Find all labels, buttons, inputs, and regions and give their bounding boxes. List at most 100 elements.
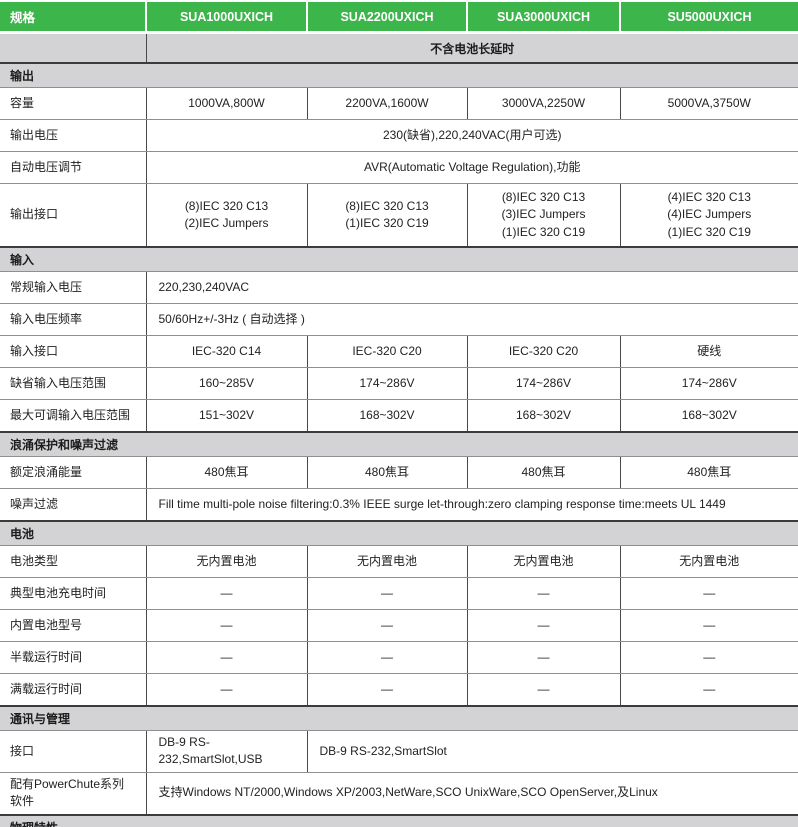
spec-value: — [146, 577, 308, 610]
header-spec-label: 规格 [0, 2, 147, 34]
spec-label: 配有PowerChute系列 软件 [0, 772, 147, 816]
spec-value: 无内置电池 [146, 545, 308, 578]
spec-value: IEC-320 C20 [307, 335, 468, 368]
spec-value: — [620, 609, 798, 642]
spec-label: 噪声过滤 [0, 488, 147, 522]
row-noise-filtering: 噪声过滤 Fill time multi-pole noise filterin… [0, 488, 798, 522]
row-interface: 接口 DB-9 RS-232,SmartSlot,USB DB-9 RS-232… [0, 730, 798, 773]
spec-label: 接口 [0, 730, 147, 773]
spec-value: — [307, 577, 468, 610]
spec-value: 480焦耳 [620, 456, 798, 489]
row-powerchute-software: 配有PowerChute系列 软件 支持Windows NT/2000,Wind… [0, 772, 798, 816]
header-model-sua3000uxich: SUA3000UXICH [467, 2, 621, 34]
spec-value: — [307, 673, 468, 707]
header-model-su5000uxich: SU5000UXICH [620, 2, 798, 34]
subtitle-text: 不含电池长延时 [146, 32, 798, 64]
spec-value: — [307, 641, 468, 674]
spec-value: 174~286V [467, 367, 621, 400]
row-output-voltage: 输出电压 230(缺省),220,240VAC(用户可选) [0, 119, 798, 152]
spec-value: 无内置电池 [307, 545, 468, 578]
row-input-frequency: 输入电压频率 50/60Hz+/-3Hz ( 自动选择 ) [0, 303, 798, 336]
subtitle-row: 不含电池长延时 [0, 32, 798, 64]
row-capacity: 容量 1000VA,800W 2200VA,1600W 3000VA,2250W… [0, 87, 798, 120]
spec-value: 无内置电池 [467, 545, 621, 578]
spec-value: — [620, 673, 798, 707]
section-output: 输出 [0, 62, 798, 88]
spec-value: IEC-320 C14 [146, 335, 308, 368]
spec-value: 无内置电池 [620, 545, 798, 578]
row-input-voltage-range-default: 缺省输入电压范围 160~285V 174~286V 174~286V 174~… [0, 367, 798, 400]
spec-value: 151~302V [146, 399, 308, 433]
section-surge-noise: 浪涌保护和噪声过滤 [0, 431, 798, 457]
spec-label: 输入接口 [0, 335, 147, 368]
spec-value: 1000VA,800W [146, 87, 308, 120]
spec-value: — [620, 641, 798, 674]
subtitle-blank-cell [0, 32, 147, 64]
spec-value: 5000VA,3750W [620, 87, 798, 120]
spec-value: 160~285V [146, 367, 308, 400]
row-input-connections: 输入接口 IEC-320 C14 IEC-320 C20 IEC-320 C20… [0, 335, 798, 368]
spec-value: 174~286V [620, 367, 798, 400]
row-input-voltage-range-adjustable: 最大可调输入电压范围 151~302V 168~302V 168~302V 16… [0, 399, 798, 433]
spec-label: 典型电池充电时间 [0, 577, 147, 610]
spec-value: (8)IEC 320 C13 (3)IEC Jumpers (1)IEC 320… [467, 183, 621, 248]
spec-value: — [467, 673, 621, 707]
section-title: 电池 [0, 520, 798, 546]
spec-value: 支持Windows NT/2000,Windows XP/2003,NetWar… [146, 772, 798, 816]
spec-value: — [146, 673, 308, 707]
header-model-sua1000uxich: SUA1000UXICH [146, 2, 308, 34]
row-half-load-runtime: 半载运行时间 — — — — [0, 641, 798, 674]
spec-label: 额定浪涌能量 [0, 456, 147, 489]
spec-label: 内置电池型号 [0, 609, 147, 642]
section-title: 输出 [0, 62, 798, 88]
spec-value: DB-9 RS-232,SmartSlot [307, 730, 798, 773]
spec-label: 半载运行时间 [0, 641, 147, 674]
spec-label: 输出电压 [0, 119, 147, 152]
spec-value: — [146, 641, 308, 674]
spec-label: 常规输入电压 [0, 271, 147, 304]
row-battery-type: 电池类型 无内置电池 无内置电池 无内置电池 无内置电池 [0, 545, 798, 578]
spec-value: — [467, 641, 621, 674]
spec-value: 硬线 [620, 335, 798, 368]
spec-value: 168~302V [467, 399, 621, 433]
section-title: 物理特性 [0, 813, 798, 827]
header-model-sua2200uxich: SUA2200UXICH [307, 2, 468, 34]
row-surge-energy-rating: 额定浪涌能量 480焦耳 480焦耳 480焦耳 480焦耳 [0, 456, 798, 489]
spec-value: 220,230,240VAC [146, 271, 798, 304]
row-avr: 自动电压调节 AVR(Automatic Voltage Regulation)… [0, 151, 798, 184]
row-nominal-input-voltage: 常规输入电压 220,230,240VAC [0, 271, 798, 304]
spec-label: 自动电压调节 [0, 151, 147, 184]
spec-value: 480焦耳 [146, 456, 308, 489]
spec-value: 230(缺省),220,240VAC(用户可选) [146, 119, 798, 152]
spec-label: 满载运行时间 [0, 673, 147, 707]
spec-value: — [307, 609, 468, 642]
section-title: 通讯与管理 [0, 705, 798, 731]
spec-value: 480焦耳 [307, 456, 468, 489]
spec-label: 最大可调输入电压范围 [0, 399, 147, 433]
spec-value: Fill time multi-pole noise filtering:0.3… [146, 488, 798, 522]
spec-value: DB-9 RS-232,SmartSlot,USB [146, 730, 308, 773]
spec-label: 输出接口 [0, 183, 147, 248]
spec-value: 168~302V [307, 399, 468, 433]
section-communications: 通讯与管理 [0, 705, 798, 731]
spec-label: 缺省输入电压范围 [0, 367, 147, 400]
spec-value: 480焦耳 [467, 456, 621, 489]
section-title: 输入 [0, 246, 798, 272]
spec-value: 174~286V [307, 367, 468, 400]
spec-value: — [620, 577, 798, 610]
spec-value: 3000VA,2250W [467, 87, 621, 120]
spec-value: — [146, 609, 308, 642]
spec-value: — [467, 609, 621, 642]
spec-value: (8)IEC 320 C13 (2)IEC Jumpers [146, 183, 308, 248]
spec-label: 容量 [0, 87, 147, 120]
spec-label: 输入电压频率 [0, 303, 147, 336]
spec-value: 168~302V [620, 399, 798, 433]
row-recharge-time: 典型电池充电时间 — — — — [0, 577, 798, 610]
section-input: 输入 [0, 246, 798, 272]
spec-value: AVR(Automatic Voltage Regulation),功能 [146, 151, 798, 184]
section-physical: 物理特性 [0, 813, 798, 827]
section-title: 浪涌保护和噪声过滤 [0, 431, 798, 457]
spec-value: IEC-320 C20 [467, 335, 621, 368]
spec-value: (8)IEC 320 C13 (1)IEC 320 C19 [307, 183, 468, 248]
